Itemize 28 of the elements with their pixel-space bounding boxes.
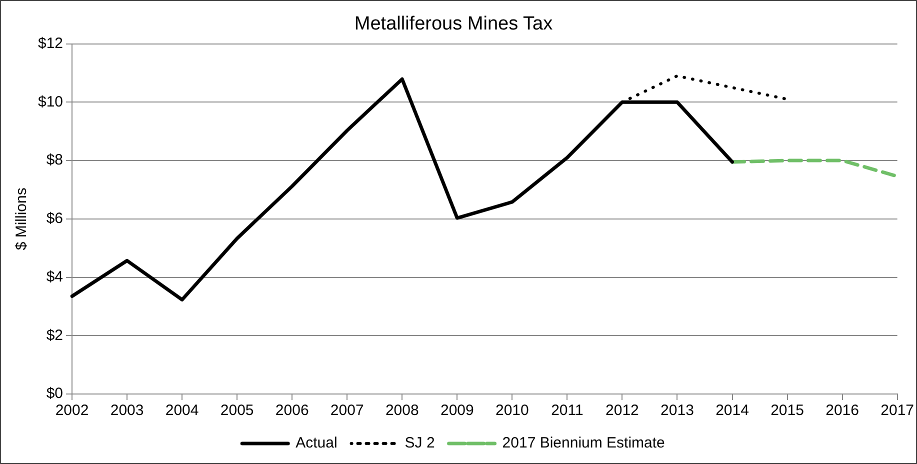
x-tick-label: 2002 bbox=[55, 402, 89, 420]
x-tick-label: 2013 bbox=[660, 402, 694, 420]
legend-label: Actual bbox=[296, 434, 338, 452]
x-tick-label: 2007 bbox=[330, 402, 364, 420]
x-tick-label: 2011 bbox=[551, 402, 584, 420]
x-tick-label: 2004 bbox=[165, 402, 199, 420]
x-tick-label: 2017 bbox=[880, 402, 914, 420]
x-tick-label: 2008 bbox=[385, 402, 419, 420]
x-tick-label: 2015 bbox=[770, 402, 804, 420]
y-tick-label: $4 bbox=[46, 268, 64, 286]
x-tick-label: 2012 bbox=[606, 402, 639, 420]
chart-title: Metalliferous Mines Tax bbox=[354, 14, 554, 35]
x-tick-label: 2010 bbox=[495, 402, 529, 420]
y-axis-title: $ Millions bbox=[13, 188, 30, 250]
x-tick-label: 2014 bbox=[716, 402, 749, 420]
y-tick-label: $0 bbox=[46, 385, 64, 402]
x-tick-label: 2005 bbox=[220, 402, 254, 420]
x-tick-label: 2009 bbox=[440, 402, 474, 420]
y-tick-label: $2 bbox=[46, 326, 64, 344]
x-tick-label: 2003 bbox=[110, 402, 144, 420]
y-tick-label: $8 bbox=[46, 152, 64, 169]
y-tick-label: $6 bbox=[46, 210, 64, 228]
legend-label: SJ 2 bbox=[404, 434, 435, 452]
legend-label: 2017 Biennium Estimate bbox=[502, 434, 665, 452]
x-tick-label: 2016 bbox=[826, 402, 859, 420]
y-tick-label: $10 bbox=[38, 93, 64, 110]
y-tick-label: $12 bbox=[38, 34, 64, 52]
x-tick-label: 2006 bbox=[275, 402, 309, 420]
